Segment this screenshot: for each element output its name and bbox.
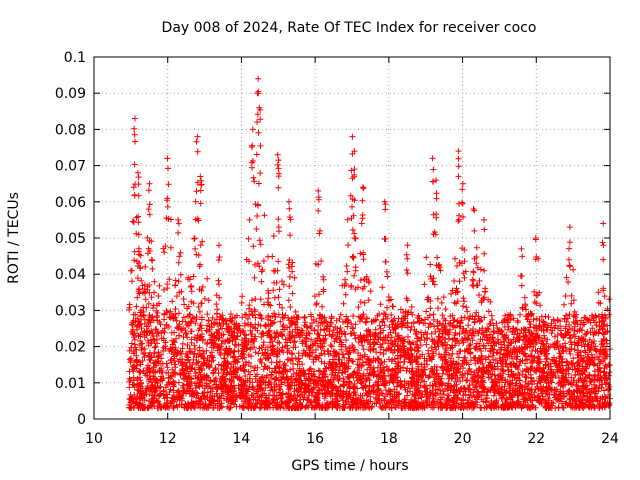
x-tick-label: 14 (233, 431, 251, 447)
y-tick-label: 0.02 (55, 340, 86, 356)
y-tick-label: 0 (77, 412, 86, 428)
y-tick-label: 0.06 (55, 195, 86, 211)
x-tick-label: 24 (601, 431, 619, 447)
y-tick-label: 0.01 (55, 376, 86, 392)
y-tick-label: 0.07 (55, 159, 86, 175)
tick-labels: 0 0.01 0.02 0.03 0.04 0.05 0.06 0.07 0.08 0.09 0.1… (55, 50, 619, 447)
y-tick-label: 0.04 (55, 267, 86, 283)
scatter-markers (126, 75, 613, 412)
x-tick-label: 18 (380, 431, 398, 447)
x-tick-label: 16 (306, 431, 324, 447)
y-tick-label: 0.05 (55, 231, 86, 247)
y-tick-label: 0.09 (55, 86, 86, 102)
x-tick-label: 20 (454, 431, 472, 447)
chart-title: Day 008 of 2024, Rate Of TEC Index for r… (162, 20, 537, 36)
y-axis-title: ROTI / TECUs (6, 192, 22, 284)
y-tick-label: 0.03 (55, 303, 86, 319)
plot-frame (93, 56, 611, 420)
x-tick-label: 10 (85, 431, 103, 447)
x-tick-label: 22 (527, 431, 545, 447)
y-tick-label: 0.08 (55, 122, 86, 138)
y-tick-label: 0.1 (64, 50, 86, 66)
x-tick-label: 12 (159, 431, 177, 447)
x-axis-title: GPS time / hours (291, 458, 408, 474)
data-points (126, 75, 613, 412)
